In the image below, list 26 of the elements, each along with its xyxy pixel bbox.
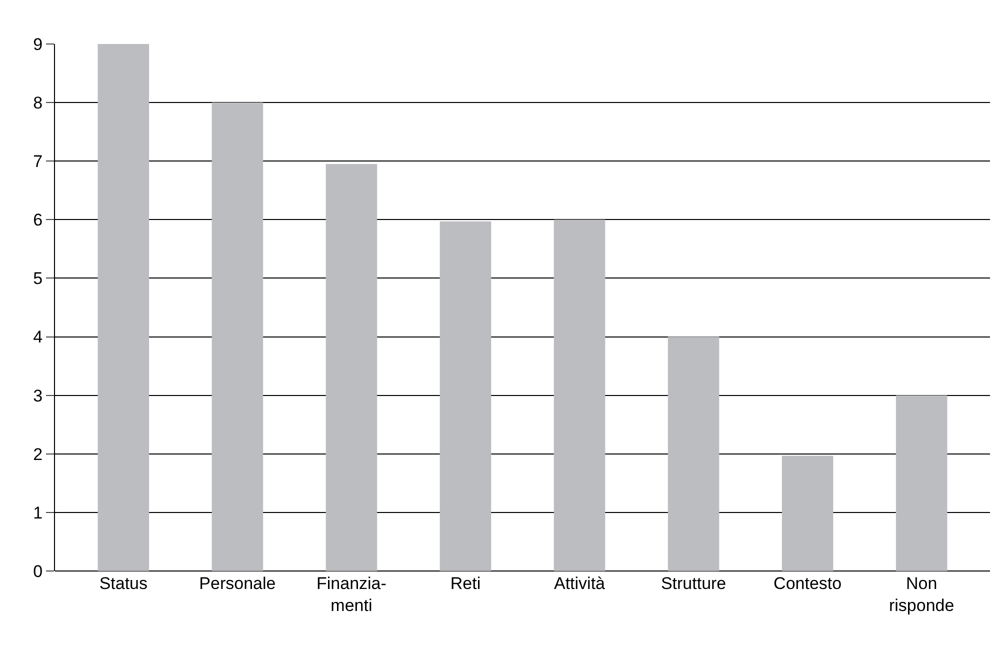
x-tick-label: Non risponde — [888, 574, 954, 616]
x-tick-label: Personale — [199, 574, 276, 593]
y-tick-label: 8 — [33, 94, 43, 113]
y-tick-label: 1 — [33, 503, 43, 522]
bar — [212, 102, 264, 571]
x-tick-label: Finanzia- menti — [316, 574, 386, 616]
bar — [668, 336, 720, 571]
x-tick-label: Attività — [554, 574, 606, 593]
x-tick-label: Strutture — [660, 574, 726, 593]
x-tick-label: Status — [99, 574, 148, 593]
y-tick-label: 5 — [33, 269, 43, 288]
y-tick-label: 3 — [33, 386, 43, 406]
bar — [440, 221, 492, 571]
x-tick-label: Reti — [450, 574, 481, 593]
y-tick-label: 7 — [33, 152, 43, 172]
y-tick-label: 6 — [33, 210, 43, 230]
bar — [554, 220, 606, 571]
bar — [896, 395, 948, 571]
y-tick-label: 4 — [33, 328, 43, 347]
bar — [98, 44, 150, 571]
bar — [326, 164, 378, 571]
bar — [782, 456, 834, 571]
y-tick-label: 9 — [33, 34, 43, 54]
y-tick-label: 2 — [33, 444, 43, 464]
y-tick-label: 0 — [33, 562, 43, 581]
x-tick-label: Contesto — [774, 574, 842, 593]
